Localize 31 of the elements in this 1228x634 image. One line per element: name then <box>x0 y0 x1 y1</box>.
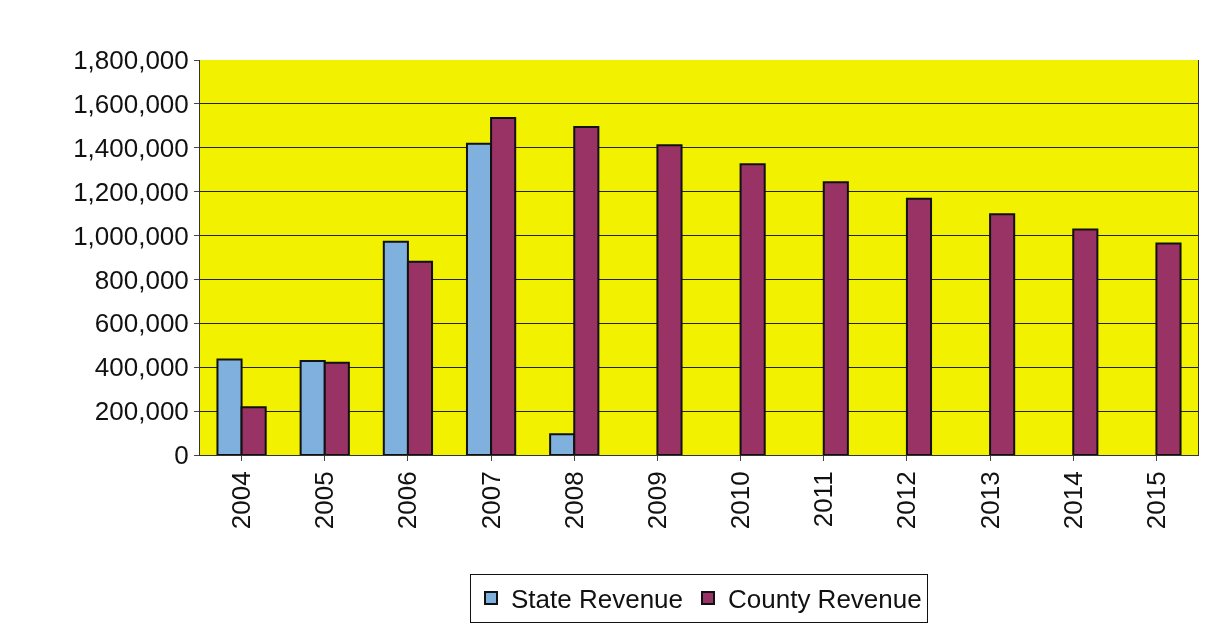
x-tick-label: 2007 <box>475 471 506 530</box>
x-tick-label: 2014 <box>1057 471 1088 530</box>
y-tick-label: 800,000 <box>94 264 189 295</box>
x-tick-label: 2011 <box>808 471 839 528</box>
y-tick-label: 1,000,000 <box>73 220 189 251</box>
bar <box>739 163 766 455</box>
y-tick-label: 1,600,000 <box>73 88 189 119</box>
bar <box>822 181 849 455</box>
x-tick-label: 2012 <box>891 471 922 530</box>
x-tick-label: 2010 <box>725 471 756 530</box>
legend-label: State Revenue <box>511 584 684 615</box>
bar <box>1072 228 1099 455</box>
bar <box>656 144 683 455</box>
y-tick-label: 0 <box>174 440 189 471</box>
x-tick-label: 2008 <box>558 471 589 530</box>
y-tick-label: 1,400,000 <box>73 132 189 163</box>
x-tick-label: 2009 <box>641 471 672 530</box>
x-tick-label: 2004 <box>226 471 257 530</box>
x-tick-label: 2013 <box>974 471 1005 530</box>
y-tick-label: 1,200,000 <box>73 176 189 207</box>
x-tick-label: 2005 <box>309 471 340 530</box>
legend-label: County Revenue <box>728 584 922 615</box>
bar <box>905 197 933 455</box>
y-tick-label: 600,000 <box>94 308 189 339</box>
x-tick-label: 2006 <box>392 471 423 530</box>
bar <box>1155 242 1182 455</box>
x-tick-label: 2015 <box>1140 471 1171 530</box>
y-tick-label: 400,000 <box>94 352 189 383</box>
bar <box>989 213 1016 455</box>
y-tick-label: 1,800,000 <box>73 45 189 76</box>
y-tick-label: 200,000 <box>94 396 189 427</box>
